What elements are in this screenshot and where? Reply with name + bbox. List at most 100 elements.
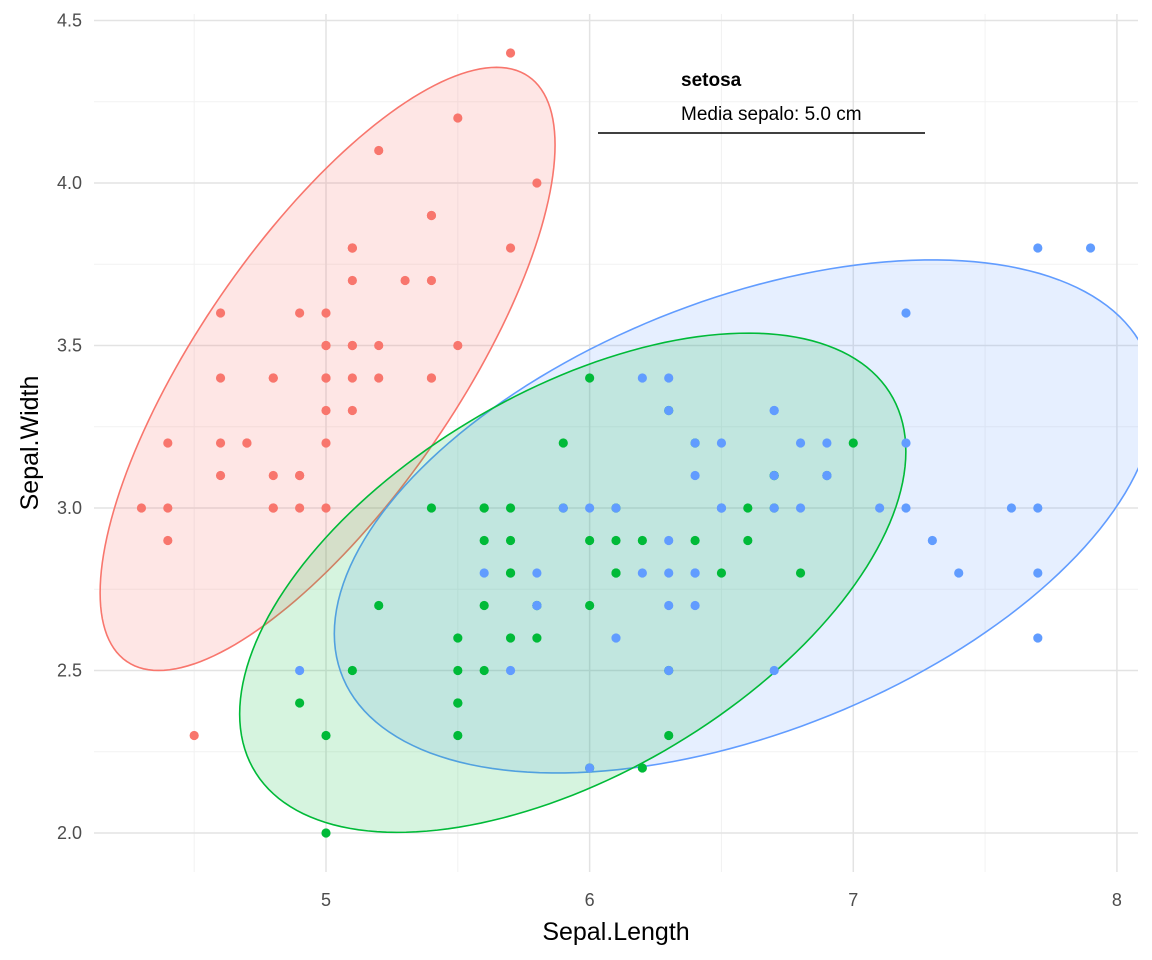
point-virginica <box>769 405 779 416</box>
point-setosa <box>453 113 463 123</box>
y-tick-label: 3.5 <box>57 336 82 356</box>
y-tick-label: 2.5 <box>57 661 82 681</box>
annotation-title: setosa <box>681 70 742 91</box>
point-versicolor <box>321 730 331 741</box>
point-virginica <box>1033 568 1043 578</box>
point-virginica <box>927 535 937 546</box>
point-setosa <box>532 178 542 188</box>
point-versicolor <box>505 568 516 578</box>
point-virginica <box>690 438 700 448</box>
point-virginica <box>875 503 885 513</box>
point-virginica <box>505 665 516 676</box>
point-versicolor <box>690 535 700 546</box>
confidence-ellipses <box>99 66 1138 834</box>
point-setosa <box>215 373 226 383</box>
point-virginica <box>611 633 621 643</box>
point-setosa <box>374 340 384 351</box>
point-virginica <box>637 373 647 383</box>
point-virginica <box>1033 633 1043 643</box>
annotation-text: Media sepalo: 5.0 cm <box>681 104 862 125</box>
point-virginica <box>1006 503 1017 513</box>
point-virginica <box>1033 243 1043 253</box>
point-virginica <box>664 665 674 676</box>
point-setosa <box>400 275 410 286</box>
point-versicolor <box>585 373 595 383</box>
point-setosa <box>268 503 278 513</box>
point-virginica <box>585 503 595 513</box>
point-virginica <box>822 470 832 481</box>
point-versicolor <box>505 535 516 546</box>
point-virginica <box>769 503 779 513</box>
ellipse-setosa <box>99 66 556 672</box>
point-setosa <box>321 438 331 448</box>
point-versicolor <box>611 535 621 546</box>
point-virginica <box>690 470 700 481</box>
point-versicolor <box>743 535 753 546</box>
point-versicolor <box>321 828 331 838</box>
x-tick-label: 5 <box>321 890 331 910</box>
point-virginica <box>901 503 911 513</box>
point-versicolor <box>453 730 463 741</box>
point-setosa <box>347 275 357 286</box>
point-setosa <box>505 243 516 253</box>
point-setosa <box>215 308 226 318</box>
point-setosa <box>215 470 226 481</box>
point-virginica <box>795 503 806 513</box>
point-virginica <box>664 535 674 546</box>
point-setosa <box>215 438 226 448</box>
point-versicolor <box>795 568 806 578</box>
point-versicolor <box>558 438 568 448</box>
y-tick-label: 4.0 <box>57 173 82 193</box>
point-versicolor <box>453 698 463 708</box>
point-virginica <box>664 373 674 383</box>
point-virginica <box>901 438 911 448</box>
point-versicolor <box>479 665 489 676</box>
point-setosa <box>374 373 384 383</box>
point-setosa <box>426 275 437 286</box>
point-virginica <box>822 438 832 448</box>
point-versicolor <box>505 503 516 513</box>
point-versicolor <box>637 763 647 773</box>
point-setosa <box>136 503 147 513</box>
data-points <box>136 48 1096 838</box>
point-virginica <box>690 600 700 611</box>
point-setosa <box>321 503 331 513</box>
point-virginica <box>769 665 779 676</box>
point-versicolor <box>716 568 727 578</box>
point-virginica <box>664 600 674 611</box>
point-setosa <box>347 243 357 253</box>
ellipse-versicolor <box>238 332 907 834</box>
point-setosa <box>268 373 278 383</box>
point-versicolor <box>532 633 542 643</box>
point-setosa <box>163 438 173 448</box>
point-virginica <box>637 568 647 578</box>
point-versicolor <box>585 535 595 546</box>
y-axis-title: Sepal.Width <box>16 376 44 511</box>
point-virginica <box>664 568 674 578</box>
point-virginica <box>532 600 542 611</box>
point-setosa <box>505 48 516 58</box>
point-setosa <box>163 535 173 546</box>
point-setosa <box>321 308 331 318</box>
point-versicolor <box>295 698 305 708</box>
point-versicolor <box>585 600 595 611</box>
point-versicolor <box>664 730 674 741</box>
point-virginica <box>558 503 568 513</box>
x-tick-label: 8 <box>1112 890 1122 910</box>
point-setosa <box>347 340 357 351</box>
point-setosa <box>347 373 357 383</box>
x-tick-label: 7 <box>848 890 858 910</box>
point-setosa <box>242 438 252 448</box>
point-versicolor <box>479 535 489 546</box>
point-setosa <box>295 503 305 513</box>
point-versicolor <box>347 665 357 676</box>
point-setosa <box>268 470 278 481</box>
point-setosa <box>295 470 305 481</box>
point-versicolor <box>479 503 489 513</box>
point-setosa <box>189 730 199 741</box>
ellipse-virginica <box>333 259 1138 774</box>
point-setosa <box>426 210 437 221</box>
point-virginica <box>479 568 489 578</box>
point-virginica <box>716 438 727 448</box>
